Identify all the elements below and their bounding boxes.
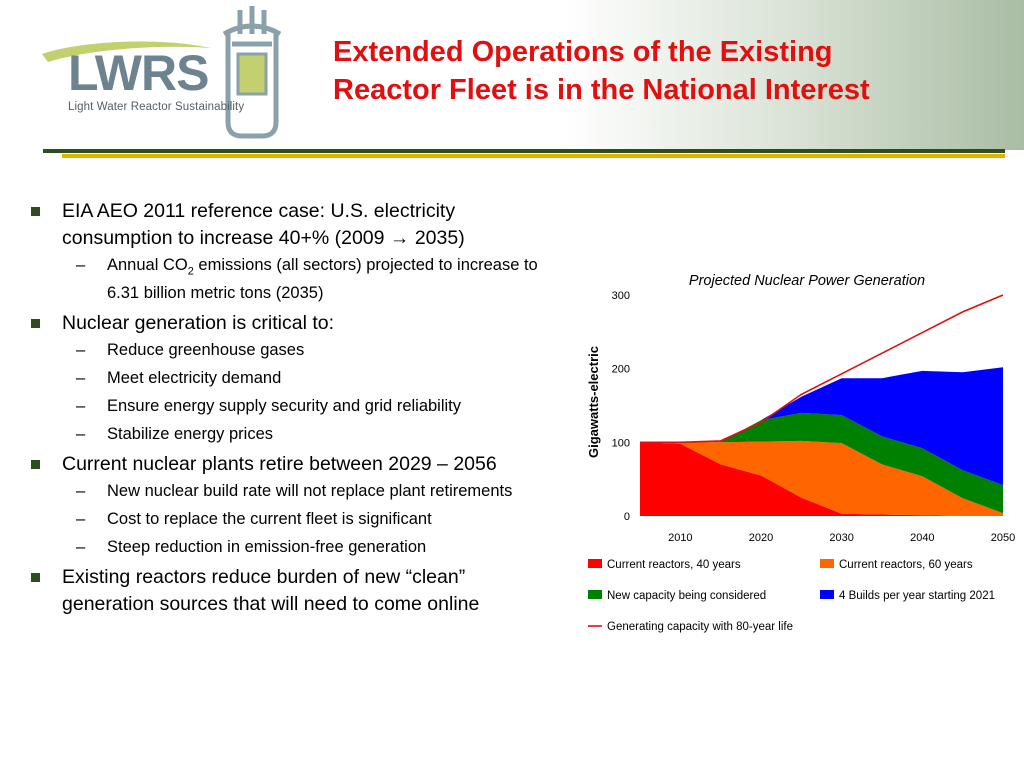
legend-label-4-builds-per-year-starting-2021: 4 Builds per year starting 2021 bbox=[839, 590, 995, 602]
lwrs-logo: LWRS bbox=[42, 6, 282, 139]
dash-marker: – bbox=[76, 397, 86, 416]
legend-label-current-reactors-60-years: Current reactors, 60 years bbox=[839, 559, 973, 571]
bullet-4: Existing reactors reduce burden of new “… bbox=[30, 564, 610, 618]
dash-marker: – bbox=[76, 369, 86, 388]
sub-bullet-2-1: – Reduce greenhouse gases bbox=[30, 339, 610, 361]
bullet-3: Current nuclear plants retire between 20… bbox=[30, 451, 610, 478]
dash-marker: – bbox=[76, 425, 86, 444]
dash-marker: – bbox=[76, 538, 86, 557]
reactor-icon bbox=[222, 6, 282, 139]
co2-text: Annual CO bbox=[107, 256, 188, 274]
logo-caption: Light Water Reactor Sustainability bbox=[68, 101, 245, 113]
co2-rest-text: emissions (all sectors) projected to inc… bbox=[107, 256, 538, 303]
chart-svg: Projected Nuclear Power Generation Gigaw… bbox=[586, 273, 1015, 633]
sub-bullet-3-3: – Steep reduction in emission-free genera… bbox=[30, 536, 610, 558]
bullet-3-text: Current nuclear plants retire between 20… bbox=[62, 453, 497, 476]
header-rule-green bbox=[43, 149, 1005, 153]
title-line-1: Extended Operations of the Existing bbox=[333, 36, 833, 68]
bullet-marker bbox=[31, 460, 40, 470]
chart-areas bbox=[640, 367, 1003, 516]
dash-marker: – bbox=[76, 510, 86, 529]
sub-bullet-text: Cost to replace the current fleet is sig… bbox=[107, 510, 432, 529]
legend-swatch-new-capacity-being-considered bbox=[588, 590, 602, 599]
sub-bullet-2-3: – Ensure energy supply security and grid … bbox=[30, 395, 610, 417]
sub-bullet-1-1: – Annual CO2 emissions (all sectors) pro… bbox=[30, 254, 610, 304]
legend-label-generating-capacity-with-80-year-life: Generating capacity with 80-year life bbox=[607, 621, 793, 633]
chart-title: Projected Nuclear Power Generation bbox=[689, 273, 925, 289]
sub-bullet-1-1-text: Annual CO2 emissions (all sectors) proje… bbox=[107, 254, 547, 304]
legend-swatch-4-builds-per-year-starting-2021 bbox=[820, 590, 834, 599]
x-tick-label-2050: 2050 bbox=[991, 532, 1015, 544]
nuclear-generation-chart: Projected Nuclear Power Generation Gigaw… bbox=[580, 262, 1024, 642]
dash-marker: – bbox=[76, 256, 86, 274]
sub-bullet-text: Ensure energy supply security and grid r… bbox=[107, 397, 462, 416]
chart-lines bbox=[640, 294, 1004, 444]
chart-legend: Current reactors, 40 years Current reacto… bbox=[588, 559, 995, 633]
sub-bullet-text: Stabilize energy prices bbox=[107, 425, 273, 444]
sub-bullet-text: New nuclear build rate will not replace … bbox=[107, 482, 513, 501]
sub-bullet-2-2: – Meet electricity demand bbox=[30, 367, 610, 389]
bullet-list: EIA AEO 2011 reference case: U.S. electr… bbox=[30, 198, 610, 620]
logo-swoosh bbox=[42, 41, 211, 62]
line-generating-capacity-with-80-year-life bbox=[640, 294, 1004, 444]
x-tick-labels: 2010 2020 2030 2040 2050 bbox=[668, 532, 1015, 544]
x-tick-label-2020: 2020 bbox=[749, 532, 773, 544]
sub-bullet-text: Reduce greenhouse gases bbox=[107, 341, 305, 360]
co2-subscript: 2 bbox=[187, 265, 194, 278]
y-tick-label-100: 100 bbox=[612, 437, 630, 449]
reactor-core-icon bbox=[236, 52, 268, 96]
bullet-1: EIA AEO 2011 reference case: U.S. electr… bbox=[30, 198, 610, 252]
y-axis-label: Gigawatts-electric bbox=[586, 346, 601, 458]
bullet-2: Nuclear generation is critical to: bbox=[30, 310, 610, 337]
header-band bbox=[0, 0, 1024, 150]
area-current-reactors-60-years bbox=[640, 440, 1003, 516]
bullet-2-text: Nuclear generation is critical to: bbox=[62, 312, 335, 335]
area-new-capacity-being-considered bbox=[640, 412, 1003, 514]
dash-marker: – bbox=[76, 482, 86, 501]
dash-marker: – bbox=[76, 341, 86, 360]
sub-bullet-2-4: – Stabilize energy prices bbox=[30, 423, 610, 445]
legend-swatch-current-reactors-60-years bbox=[820, 559, 834, 568]
bullet-marker bbox=[31, 573, 40, 583]
area-current-reactors-40-years bbox=[640, 442, 1003, 516]
header-rule-gold bbox=[62, 154, 1005, 158]
y-tick-labels: 0 100 200 300 bbox=[612, 290, 630, 523]
sub-bullet-text: Meet electricity demand bbox=[107, 369, 282, 388]
sub-bullet-3-2: – Cost to replace the current fleet is si… bbox=[30, 508, 610, 530]
y-tick-label-300: 300 bbox=[612, 290, 630, 302]
bullet-marker bbox=[31, 207, 40, 216]
x-tick-label-2030: 2030 bbox=[829, 532, 853, 544]
title-line-2: Reactor Fleet is in the National Interes… bbox=[333, 74, 870, 106]
legend-label-current-reactors-40-years: Current reactors, 40 years bbox=[607, 559, 741, 571]
x-tick-label-2040: 2040 bbox=[910, 532, 934, 544]
slide-title: Extended Operations of the Existing Reac… bbox=[333, 33, 1013, 109]
x-tick-label-2010: 2010 bbox=[668, 532, 692, 544]
legend-swatch-current-reactors-40-years bbox=[588, 559, 602, 568]
bullet-1-text: EIA AEO 2011 reference case: U.S. electr… bbox=[62, 200, 465, 249]
area-4-builds-per-year-starting-2021 bbox=[640, 367, 1003, 486]
logo-text: LWRS bbox=[68, 45, 208, 101]
legend-label-new-capacity-being-considered: New capacity being considered bbox=[607, 590, 766, 602]
sub-bullet-3-1: – New nuclear build rate will not replace… bbox=[30, 480, 610, 502]
bullet-marker bbox=[31, 319, 40, 329]
y-tick-label-200: 200 bbox=[612, 364, 630, 376]
bullet-4-text: Existing reactors reduce burden of new “… bbox=[62, 566, 480, 616]
sub-bullet-text: Steep reduction in emission-free generat… bbox=[107, 538, 427, 557]
y-tick-label-0: 0 bbox=[624, 511, 630, 523]
